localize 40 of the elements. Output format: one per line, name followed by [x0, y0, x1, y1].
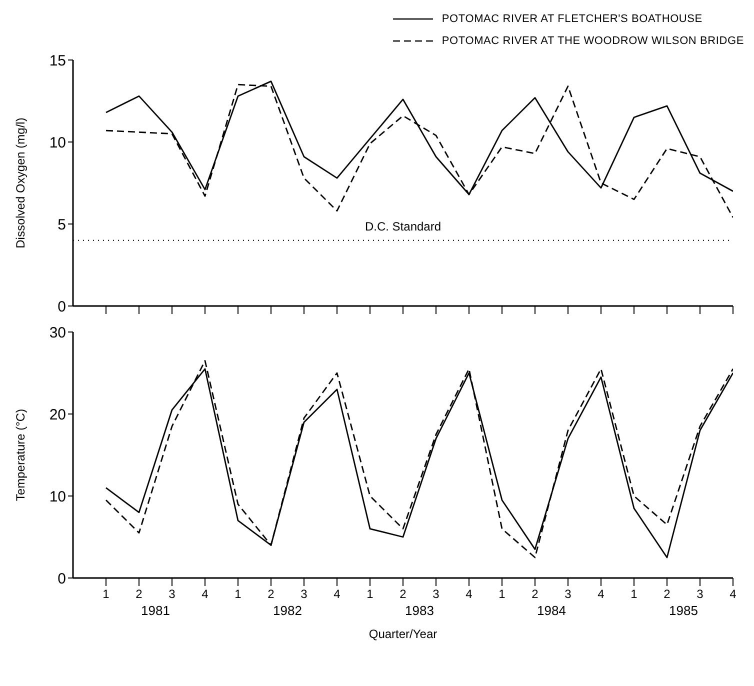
- x-tick-label: 3: [300, 587, 308, 601]
- y-tick-label: 0: [58, 570, 66, 588]
- text: 1984: [537, 603, 566, 618]
- y-tick-label: 10: [49, 488, 66, 506]
- x-tick-label: 2: [664, 587, 671, 601]
- x-tick-label: 1: [102, 587, 110, 601]
- y-tick-label: 0: [58, 298, 66, 316]
- x-tick-label: 2: [532, 587, 539, 601]
- ref-line-label: D.C. Standard: [364, 219, 442, 234]
- x-tick-label: 2: [136, 587, 143, 601]
- y-tick-label: 20: [49, 406, 66, 424]
- x-tick-label: 4: [598, 587, 605, 601]
- x-tick-label: 4: [202, 587, 209, 601]
- legend-label: POTOMAC RIVER AT THE WOODROW WILSON BRIDGE: [442, 35, 744, 47]
- text: 1981: [141, 603, 170, 618]
- y-tick-label: 15: [49, 52, 66, 70]
- x-tick-label: 1: [366, 587, 374, 601]
- x-tick-label: 4: [334, 587, 341, 601]
- y-tick-label: 5: [58, 216, 66, 234]
- x-tick-label: 1: [498, 587, 506, 601]
- y-axis-title: Dissolved Oxygen (mg/l): [13, 118, 28, 248]
- x-tick-label: 2: [268, 587, 275, 601]
- y-tick-label: 30: [49, 324, 66, 342]
- text: 1982: [273, 603, 302, 618]
- x-tick-label: 3: [564, 587, 572, 601]
- x-tick-label: 1: [234, 587, 242, 601]
- legend-label: POTOMAC RIVER AT FLETCHER'S BOATHOUSE: [442, 13, 702, 25]
- y-axis-title: Temperature (°C): [13, 408, 28, 502]
- x-tick-label: 4: [730, 587, 737, 601]
- x-tick-label: 3: [696, 587, 704, 601]
- y-tick-label: 10: [49, 134, 66, 152]
- x-tick-label: 2: [400, 587, 407, 601]
- x-tick-label: 4: [466, 587, 473, 601]
- x-axis-title: Quarter/Year: [368, 627, 438, 641]
- text: 1985: [669, 603, 698, 618]
- line-series: [105, 84, 733, 218]
- text: 1983: [405, 603, 434, 618]
- x-tick-label: 3: [432, 587, 440, 601]
- x-tick-label: 1: [630, 587, 638, 601]
- x-tick-label: 3: [168, 587, 176, 601]
